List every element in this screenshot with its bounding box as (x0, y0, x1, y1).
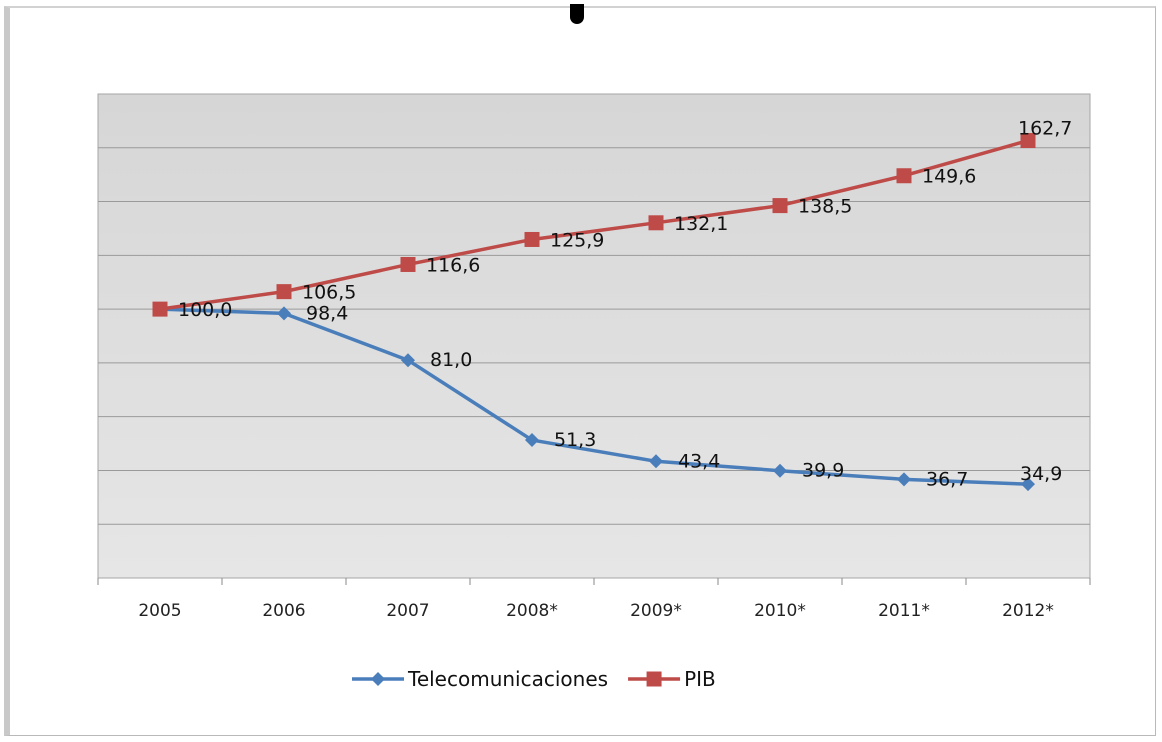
gridlines (98, 147, 1090, 525)
data-label: 100,0 (178, 299, 232, 321)
data-point-diamond (277, 306, 291, 321)
x-tick-label: 2011* (878, 601, 930, 621)
x-tick-label: 2012* (1002, 601, 1054, 621)
x-tick-label: 2009* (630, 601, 682, 621)
data-point-square (772, 198, 788, 214)
data-labels: 98,4 81,0 51,3 43,4 39,9 36,7 34,9 100,0 106,5 11… (178, 118, 1072, 491)
x-axis: 2005 2006 2007 2008* 2009* 2010* 2011* 2012* (97, 578, 1091, 621)
data-point-diamond (897, 472, 911, 487)
data-label: 125,9 (550, 229, 604, 251)
data-label: 34,9 (1020, 463, 1062, 485)
x-tick-label: 2005 (138, 601, 181, 621)
data-point-square (400, 256, 416, 272)
series-line-telecomunicaciones (159, 307, 1029, 486)
x-tick-label: 2007 (386, 601, 429, 621)
x-tick-label: 2010* (754, 601, 806, 621)
cropped-title-fragment (570, 0, 650, 30)
data-point-square (896, 168, 912, 184)
data-point-square (648, 215, 664, 231)
plot-area (97, 93, 1091, 579)
x-tick-label: 2008* (506, 601, 558, 621)
series-line-pib (159, 138, 1029, 311)
data-point-square (276, 284, 292, 300)
data-label: 51,3 (554, 429, 596, 451)
x-tick-label: 2006 (262, 601, 305, 621)
data-point-diamond (1021, 477, 1035, 492)
data-label: 39,9 (802, 460, 844, 482)
legend-label: PIB (684, 667, 716, 691)
data-point-diamond (773, 463, 787, 478)
data-label: 36,7 (926, 468, 968, 490)
legend: Telecomunicaciones PIB (352, 667, 716, 691)
legend-marker-diamond (371, 672, 385, 686)
data-label: 106,5 (302, 282, 356, 304)
data-point-diamond (401, 353, 415, 368)
data-point-square (1020, 133, 1036, 149)
series-layer (152, 133, 1036, 492)
data-point-diamond (649, 454, 663, 469)
data-label: 43,4 (678, 450, 720, 472)
data-label: 138,5 (798, 196, 852, 218)
data-label: 162,7 (1018, 118, 1072, 140)
data-label: 98,4 (306, 302, 348, 324)
data-point-square (524, 231, 540, 247)
data-point-square (152, 301, 168, 317)
legend-marker-square (646, 671, 662, 687)
data-label: 116,6 (426, 254, 480, 276)
data-label: 149,6 (922, 166, 976, 188)
data-point-diamond (525, 433, 539, 448)
data-label: 81,0 (430, 349, 472, 371)
legend-label: Telecomunicaciones (407, 667, 608, 691)
data-label: 132,1 (674, 213, 728, 235)
